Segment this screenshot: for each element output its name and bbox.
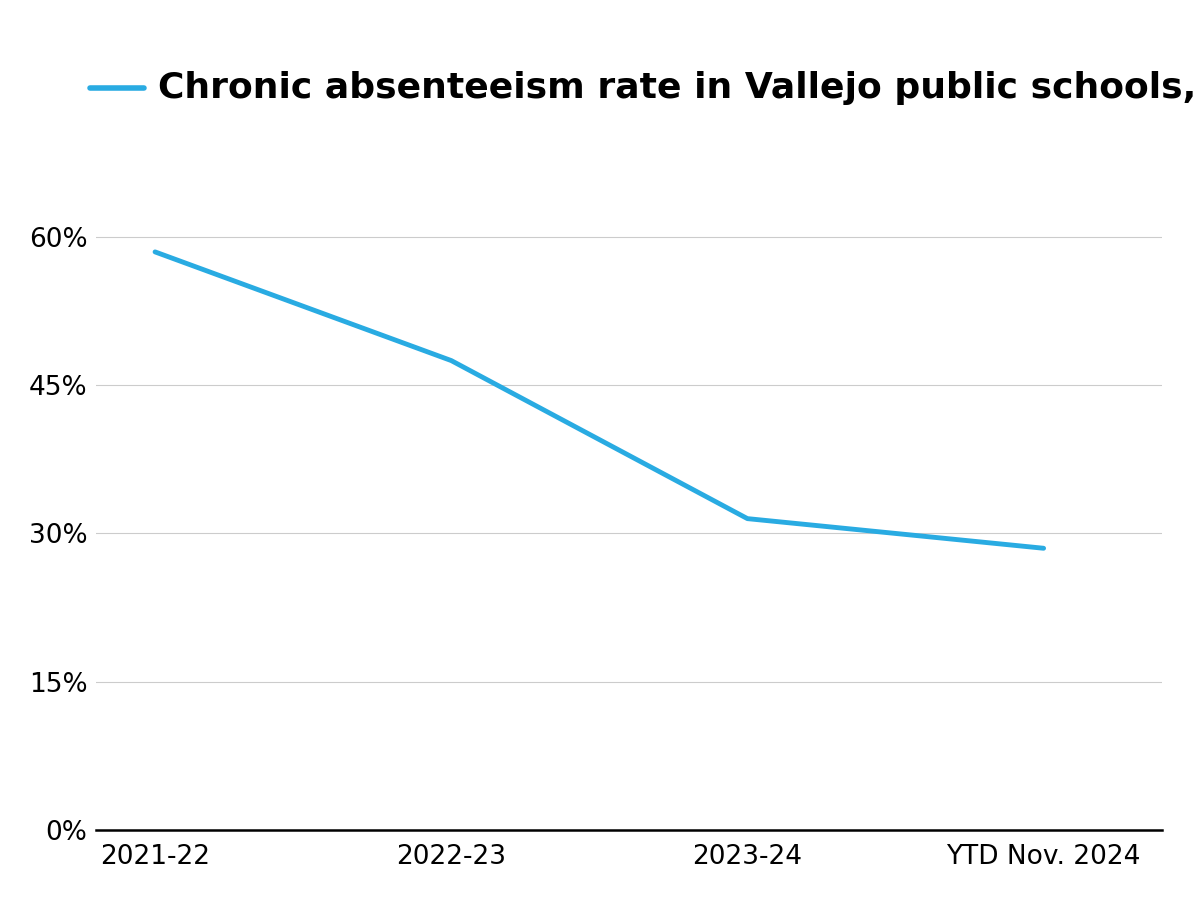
Text: Chronic absenteeism rate in Vallejo public schools, 2021-2024: Chronic absenteeism rate in Vallejo publ… <box>158 71 1198 104</box>
